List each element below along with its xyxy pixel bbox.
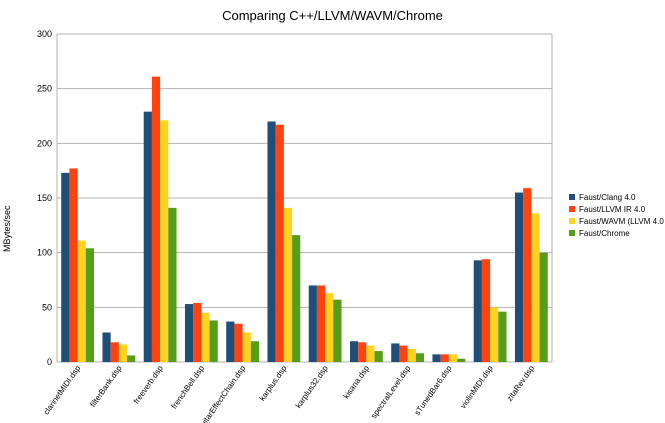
x-tick-label: filterBank.dsp: [88, 364, 123, 409]
bar: [366, 345, 375, 362]
y-tick-label: 300: [37, 29, 52, 39]
bar: [457, 358, 466, 362]
bar: [391, 343, 400, 362]
bar: [77, 240, 86, 362]
bar: [523, 188, 532, 362]
x-tick-label: clarinetMIDI.dsp: [42, 364, 83, 417]
bar: [498, 311, 507, 362]
bar: [432, 354, 441, 362]
bar: [490, 307, 499, 362]
bar: [275, 124, 284, 362]
legend-item: Faust/Chrome: [569, 227, 664, 239]
bar: [160, 120, 169, 362]
bar: [407, 348, 416, 362]
x-tick-label: freeverb.dsp: [132, 364, 165, 406]
bar: [168, 207, 177, 362]
bar: [325, 293, 334, 362]
bar: [358, 342, 367, 362]
legend-swatch: [569, 218, 575, 224]
bar: [283, 207, 293, 362]
bar: [234, 323, 243, 362]
x-tick-label: guitarEffectChain.dsp: [196, 364, 247, 423]
bar: [102, 332, 111, 362]
bar: [267, 121, 276, 362]
y-tick-label: 200: [37, 138, 52, 148]
legend-swatch: [569, 194, 575, 200]
bar: [209, 320, 218, 362]
bar: [118, 344, 128, 362]
y-tick-label: 50: [42, 302, 52, 312]
bar: [110, 342, 119, 362]
bar: [69, 168, 78, 362]
bar: [61, 172, 70, 362]
legend-label: Faust/LLVM IR 4.0: [579, 204, 646, 214]
bar: [193, 302, 202, 362]
bar: [440, 354, 449, 362]
bar: [448, 354, 458, 362]
x-tick-label: spectralLevel.dsp: [369, 364, 412, 421]
bar: [349, 341, 359, 362]
bar: [531, 213, 540, 362]
bar: [308, 285, 317, 362]
y-tick-label: 250: [37, 84, 52, 94]
legend-item: Faust/LLVM IR 4.0: [569, 203, 664, 215]
bar: [226, 321, 235, 362]
bar: [473, 260, 482, 362]
x-tick-label: frenchBell.dsp: [170, 364, 207, 411]
bar: [250, 341, 260, 362]
legend-label: Faust/Clang 4.0: [579, 192, 636, 202]
y-tick-label: 100: [37, 248, 52, 258]
bar: [481, 259, 491, 362]
bar: [184, 304, 194, 362]
legend-item: Faust/Clang 4.0: [569, 191, 664, 203]
bar: [399, 345, 408, 362]
bar: [242, 332, 251, 362]
bar: [143, 111, 152, 362]
x-tick-label: karplus32.dsp: [294, 364, 330, 410]
bar: [415, 353, 425, 362]
x-tick-label: sTunedBar6.dsp: [413, 364, 454, 417]
legend-swatch: [569, 206, 575, 212]
legend-swatch: [569, 230, 575, 236]
y-tick-label: 0: [47, 357, 52, 367]
bar: [292, 235, 301, 362]
bar: [316, 285, 326, 362]
legend-label: Faust/WAVM (LLVM 4.0: [579, 216, 664, 226]
legend: Faust/Clang 4.0 Faust/LLVM IR 4.0 Faust/WA…: [569, 191, 664, 239]
bar: [374, 351, 383, 362]
bar: [127, 355, 136, 362]
y-tick-label: 150: [37, 193, 52, 203]
bar: [539, 252, 548, 362]
x-tick-label: kisana.dsp: [342, 364, 372, 401]
bar: [151, 76, 161, 362]
bar: [333, 299, 342, 362]
chart-title: Comparing C++/LLVM/WAVM/Chrome: [222, 8, 443, 23]
bar: [85, 248, 95, 362]
x-tick-label: zitaRev.dsp: [505, 364, 536, 403]
legend-label: Faust/Chrome: [579, 228, 630, 238]
x-tick-label: karplus.dsp: [258, 364, 289, 403]
legend-item: Faust/WAVM (LLVM 4.0: [569, 215, 664, 227]
x-tick-label: violinMIDI.dsp: [459, 364, 496, 411]
bar: [201, 312, 210, 362]
bar: [514, 192, 524, 362]
